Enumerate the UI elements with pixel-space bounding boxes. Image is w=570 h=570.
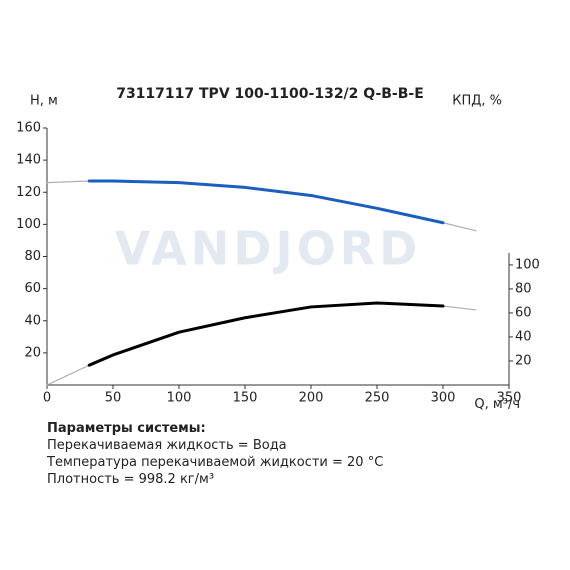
parameters-title: Параметры системы: <box>47 421 206 436</box>
y2-tick-label: 80 <box>515 281 532 296</box>
y2-axis-label: КПД, % <box>452 94 502 109</box>
x-tick-label: 350 <box>497 391 522 406</box>
x-tick-label: 0 <box>43 391 51 406</box>
x-tick-label: 150 <box>233 391 258 406</box>
curve <box>87 301 445 367</box>
parameters: Параметры системы: Перекачиваемая жидкос… <box>47 420 383 488</box>
x-tick-label: 300 <box>431 391 456 406</box>
y2-tick-label: 40 <box>515 329 532 344</box>
y-tick-label: 60 <box>24 281 41 296</box>
parameter-line: Плотность = 998.2 кг/м³ <box>47 472 215 487</box>
parameter-line: Температура перекачиваемой жидкости = 20… <box>47 455 384 470</box>
y-tick-label: 100 <box>16 217 41 232</box>
y-tick-label: 80 <box>24 249 41 264</box>
x-tick-label: 100 <box>167 391 192 406</box>
y2-tick-label: 60 <box>515 305 532 320</box>
chart: 73117117 TPV 100-1100-132/2 Q-B-B-E H, м… <box>16 86 540 410</box>
y-tick-label: 120 <box>16 185 41 200</box>
x-tick-label: 250 <box>365 391 390 406</box>
curve <box>87 179 445 225</box>
parameter-line: Перекачиваемая жидкость = Вода <box>47 438 287 453</box>
x-axis-label: Q, м³/ч <box>474 397 520 410</box>
watermark: VANDJORD <box>115 222 422 276</box>
y-axis-label: H, м <box>30 94 58 109</box>
chart-title: 73117117 TPV 100-1100-132/2 Q-B-B-E <box>116 86 424 102</box>
y2-tick-label: 20 <box>515 353 532 368</box>
y-tick-label: 160 <box>16 121 41 136</box>
y-tick-label: 40 <box>24 313 41 328</box>
y2-tick-label: 100 <box>515 257 540 272</box>
y-tick-label: 20 <box>24 345 41 360</box>
x-tick-label: 50 <box>105 391 122 406</box>
y-tick-label: 140 <box>16 153 41 168</box>
x-tick-label: 200 <box>299 391 324 406</box>
